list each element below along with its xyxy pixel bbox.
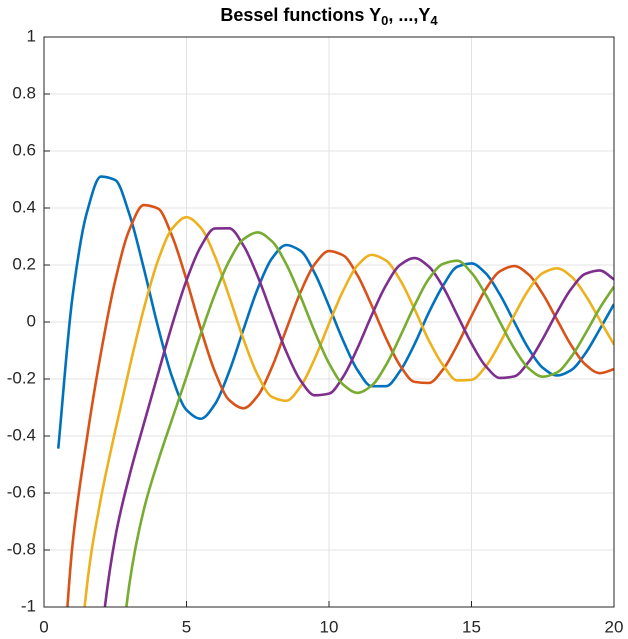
x-tick-label: 10 — [320, 617, 339, 636]
x-tick-label: 15 — [462, 617, 481, 636]
x-tick-label: 0 — [39, 617, 48, 636]
y-tick-label: -0.6 — [7, 482, 36, 501]
x-tick-label: 20 — [605, 617, 624, 636]
y-tick-label: -0.4 — [7, 425, 36, 444]
x-tick-label: 5 — [182, 617, 191, 636]
y-tick-label: 0.8 — [12, 83, 36, 102]
chart-title: Bessel functions Y0, ...,Y4 — [220, 5, 438, 29]
series-line — [66, 203, 614, 607]
y-tick-label: -1 — [21, 596, 36, 615]
y-tick-label: -0.2 — [7, 368, 36, 387]
y-tick-label: 1 — [27, 26, 36, 45]
y-tick-label: 0 — [27, 311, 36, 330]
series-line — [56, 175, 614, 449]
series-line — [83, 215, 614, 607]
lines — [56, 175, 614, 607]
y-tick-label: -0.8 — [7, 539, 36, 558]
ticks: 0 5 10 15 20 -1 -0.8 -0.6 -0.4 -0.2 0 0.2 0.4 0.6 0.8 1 — [7, 26, 624, 636]
series-line — [103, 226, 614, 607]
y-tick-label: 0.2 — [12, 254, 36, 273]
series-line — [125, 231, 614, 607]
y-tick-label: 0.6 — [12, 140, 36, 159]
y-tick-label: 0.4 — [12, 197, 36, 216]
